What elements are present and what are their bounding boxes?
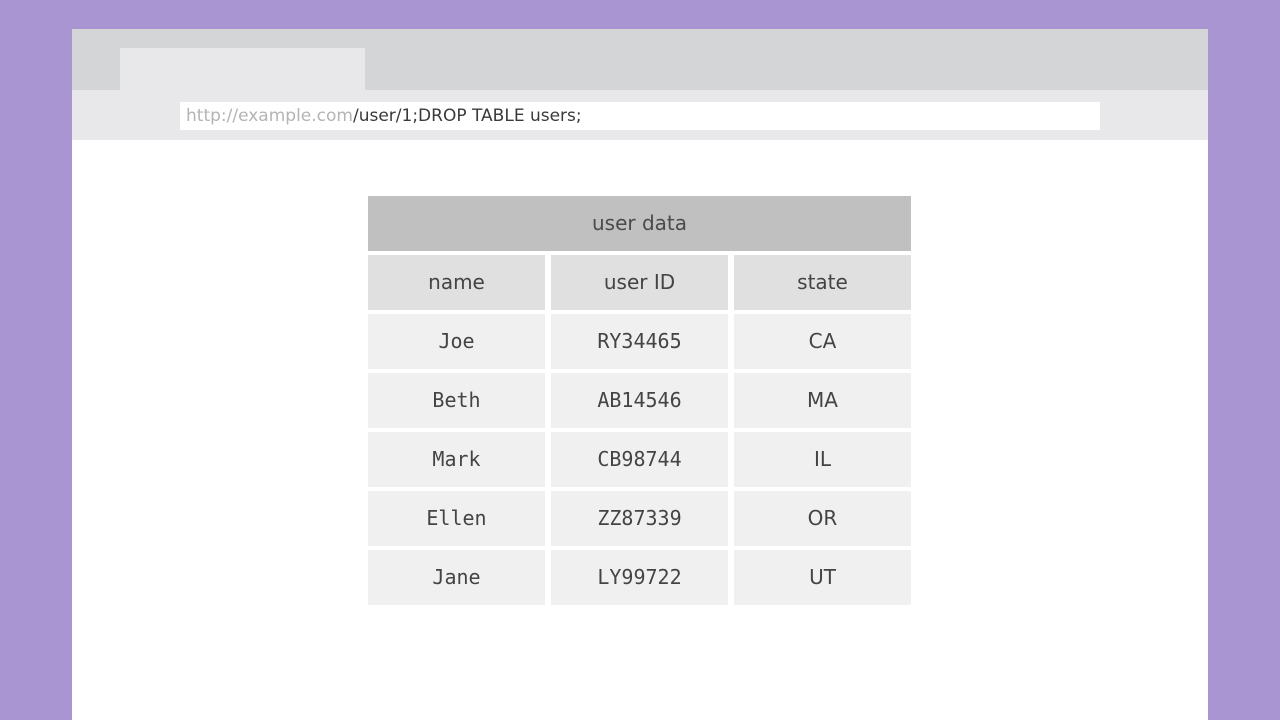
- url-path: /user/1;DROP TABLE users;: [352, 106, 582, 126]
- column-header-state: state: [734, 255, 911, 310]
- cell-name: Beth: [368, 373, 545, 428]
- column-header-name: name: [368, 255, 545, 310]
- cell-name: Mark: [368, 432, 545, 487]
- column-header-user-id: user ID: [551, 255, 728, 310]
- cell-user-id: LY99722: [551, 550, 728, 605]
- cell-state: OR: [734, 491, 911, 546]
- cell-user-id: ZZ87339: [551, 491, 728, 546]
- table-row: Joe RY34465 CA: [368, 314, 911, 369]
- user-data-table: user data name user ID state Joe RY34465 C…: [368, 196, 911, 605]
- address-bar: http://example.com/user/1;DROP TABLE use…: [72, 90, 1208, 140]
- table-title: user data: [368, 196, 911, 251]
- cell-name: Ellen: [368, 491, 545, 546]
- table-header-row: name user ID state: [368, 255, 911, 310]
- cell-user-id: RY34465: [551, 314, 728, 369]
- browser-tab[interactable]: [120, 48, 365, 90]
- url-host: http://example.com: [186, 106, 353, 126]
- cell-state: CA: [734, 314, 911, 369]
- table-row: Mark CB98744 IL: [368, 432, 911, 487]
- cell-name: Joe: [368, 314, 545, 369]
- tab-bar: [72, 29, 1208, 90]
- table-row: Beth AB14546 MA: [368, 373, 911, 428]
- cell-state: UT: [734, 550, 911, 605]
- cell-state: MA: [734, 373, 911, 428]
- table-row: Ellen ZZ87339 OR: [368, 491, 911, 546]
- url-input[interactable]: http://example.com/user/1;DROP TABLE use…: [180, 102, 1100, 130]
- cell-user-id: AB14546: [551, 373, 728, 428]
- table-row: Jane LY99722 UT: [368, 550, 911, 605]
- cell-user-id: CB98744: [551, 432, 728, 487]
- browser-window: http://example.com/user/1;DROP TABLE use…: [72, 29, 1208, 720]
- cell-state: IL: [734, 432, 911, 487]
- cell-name: Jane: [368, 550, 545, 605]
